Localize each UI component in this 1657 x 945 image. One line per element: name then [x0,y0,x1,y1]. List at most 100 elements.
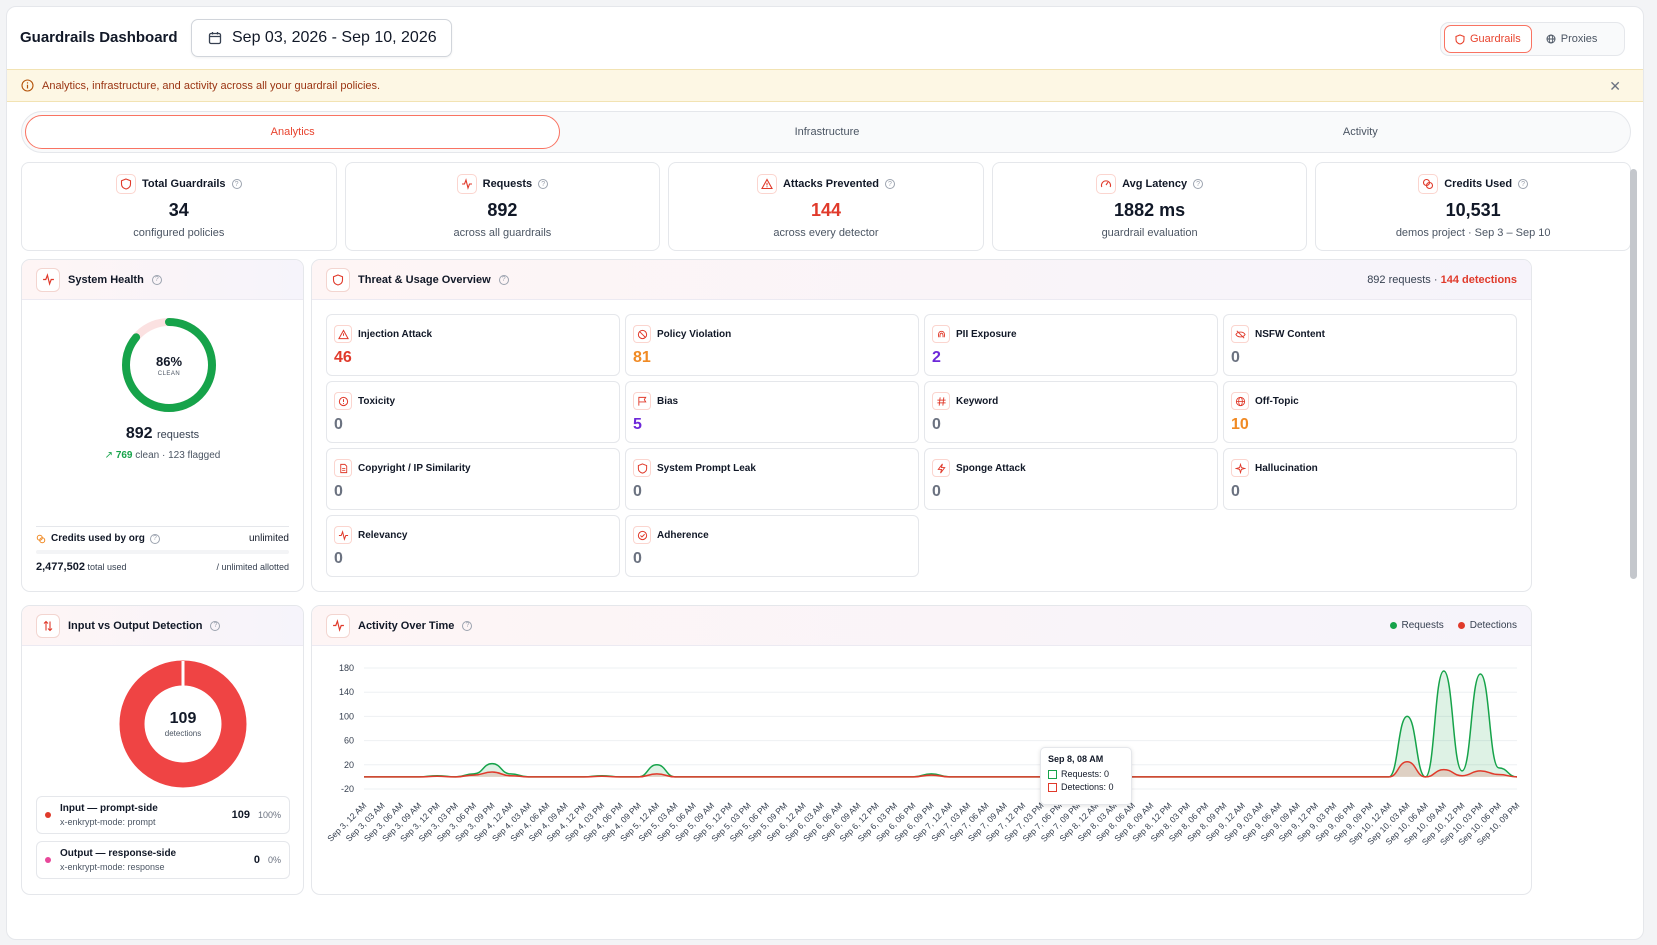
detector-card[interactable]: System Prompt Leak 0 [625,448,919,510]
shield-icon [326,267,350,292]
legend-detections[interactable]: Detections [1457,620,1517,631]
panel-title: System Health [68,273,144,286]
top-bar: Guardrails Dashboard Sep 03, 2026 - Sep … [7,7,1643,69]
detector-card[interactable]: Adherence 0 [625,515,919,577]
detector-label: Keyword [956,395,999,407]
series-area-detections [364,761,1517,777]
detector-card[interactable]: Policy Violation 81 [625,314,919,376]
stat-label: Avg Latency [1122,178,1188,190]
help-icon[interactable]: ? [231,179,242,189]
input-detection-row: Input — prompt-side x-enkrypt-mode: prom… [36,796,290,834]
tooltip-detections: Detections: 0 [1061,782,1114,792]
flag-icon [633,392,651,410]
arrows-up-down-icon [36,613,60,638]
series-line-requests [364,670,1518,778]
check-circle-icon [633,526,651,544]
date-range-picker[interactable]: Sep 03, 2026 - Sep 10, 2026 [191,19,452,57]
detector-value: 2 [932,349,941,366]
detector-card[interactable]: NSFW Content 0 [1223,314,1517,376]
detector-value: 0 [932,483,941,500]
output-title: Output — response-side [60,848,177,859]
stat-card-avg-latency: Avg Latency ? 1882 ms guardrail evaluati… [991,162,1308,251]
credits-progress-bar [36,550,289,554]
panel-title: Input vs Output Detection [68,619,203,632]
legend-detections-dot [1457,621,1465,629]
health-ring-label: 86% CLEAN [119,315,219,415]
clean-summary: ↗ 769 clean · 123 flagged [22,450,303,461]
y-tick-label: 140 [339,687,354,697]
activity-icon [334,526,352,544]
detector-label: Injection Attack [358,328,433,340]
detections-label: detections [164,729,202,738]
detector-card[interactable]: Toxicity 0 [326,381,620,443]
detector-card[interactable]: Bias 5 [625,381,919,443]
detector-label: Toxicity [358,395,396,407]
detector-label: Off-Topic [1255,395,1299,407]
summary-detections: 144 detections [1440,274,1517,286]
detector-card[interactable]: Sponge Attack 0 [924,448,1218,510]
panel-title: Threat & Usage Overview [358,273,491,286]
detections-total: 109 [169,710,197,727]
input-dot [45,812,51,818]
help-icon[interactable]: ? [149,533,160,544]
help-icon[interactable]: ? [210,620,221,631]
tooltip-title: Sep 8, 08 AM [1048,754,1104,764]
view-tabs: Analytics Infrastructure Activity [21,111,1631,153]
help-icon[interactable]: ? [884,179,895,189]
credits-used-value: 2,477,502 [36,561,85,573]
proxies-nav-button[interactable]: Proxies [1536,25,1608,53]
credits-used-word: total used [87,562,127,572]
banner-text: Analytics, infrastructure, and activity … [42,79,381,92]
tooltip-detections-swatch [1048,782,1057,792]
detector-label: Sponge Attack [956,462,1026,474]
detector-card[interactable]: Relevancy 0 [326,515,620,577]
tab-analytics[interactable]: Analytics [25,115,561,149]
threat-usage-panel: Threat & Usage Overview ? 892 requests ·… [311,259,1532,592]
detector-card[interactable]: PII Exposure 2 [924,314,1218,376]
guardrails-nav-label: Guardrails [1470,33,1521,45]
tab-activity[interactable]: Activity [1342,126,1378,138]
trend-up-icon: ↗ [104,450,114,461]
chart-tooltip: Sep 8, 08 AM Requests: 0 Detections: 0 [1040,747,1132,805]
help-icon[interactable]: ? [498,274,509,285]
detector-value: 46 [334,349,352,366]
activity-panel: Activity Over Time ? Requests Detections… [311,605,1532,895]
legend-requests[interactable]: Requests [1389,620,1444,631]
detector-label: Hallucination [1255,462,1318,474]
stat-subtitle: across every detector [773,227,879,239]
health-ring-chart [122,318,216,412]
vertical-scrollbar[interactable] [1630,169,1637,579]
series-line-detections [364,761,1518,778]
legend-requests-dot [1389,621,1397,629]
help-icon[interactable]: ? [1518,179,1529,189]
tab-infrastructure[interactable]: Infrastructure [794,126,860,138]
detector-card[interactable]: Injection Attack 46 [326,314,620,376]
detector-label: Bias [657,395,679,407]
close-icon[interactable]: ✕ [1609,78,1621,94]
chart-legend: Requests Detections [1389,620,1517,631]
help-icon[interactable]: ? [462,620,473,631]
help-icon[interactable]: ? [1193,179,1204,189]
detector-card[interactable]: Copyright / IP Similarity 0 [326,448,620,510]
help-icon[interactable]: ? [538,179,549,189]
detector-value: 0 [633,550,642,567]
detector-card[interactable]: Off-Topic 10 [1223,381,1517,443]
dashboard-window: Guardrails Dashboard Sep 03, 2026 - Sep … [6,6,1644,940]
info-banner: Analytics, infrastructure, and activity … [7,69,1643,102]
stat-value: 1882 ms [1114,200,1186,220]
detector-card[interactable]: Keyword 0 [924,381,1218,443]
threat-summary: 892 requests · 144 detections [1367,274,1517,286]
help-icon[interactable]: ? [151,274,162,285]
stat-card-attacks-prevented: Attacks Prevented ? 144 across every det… [668,162,984,251]
stat-subtitle: across all guardrails [453,227,552,239]
globe-icon [1231,392,1249,410]
guardrails-nav-button[interactable]: Guardrails [1444,25,1532,53]
detector-card[interactable]: Hallucination 0 [1223,448,1517,510]
stat-label: Credits Used [1444,178,1513,190]
hash-icon [932,392,950,410]
detector-value: 81 [633,349,651,366]
stat-value: 34 [168,200,189,220]
requests-word: requests [156,429,200,441]
stat-value: 144 [810,200,841,220]
